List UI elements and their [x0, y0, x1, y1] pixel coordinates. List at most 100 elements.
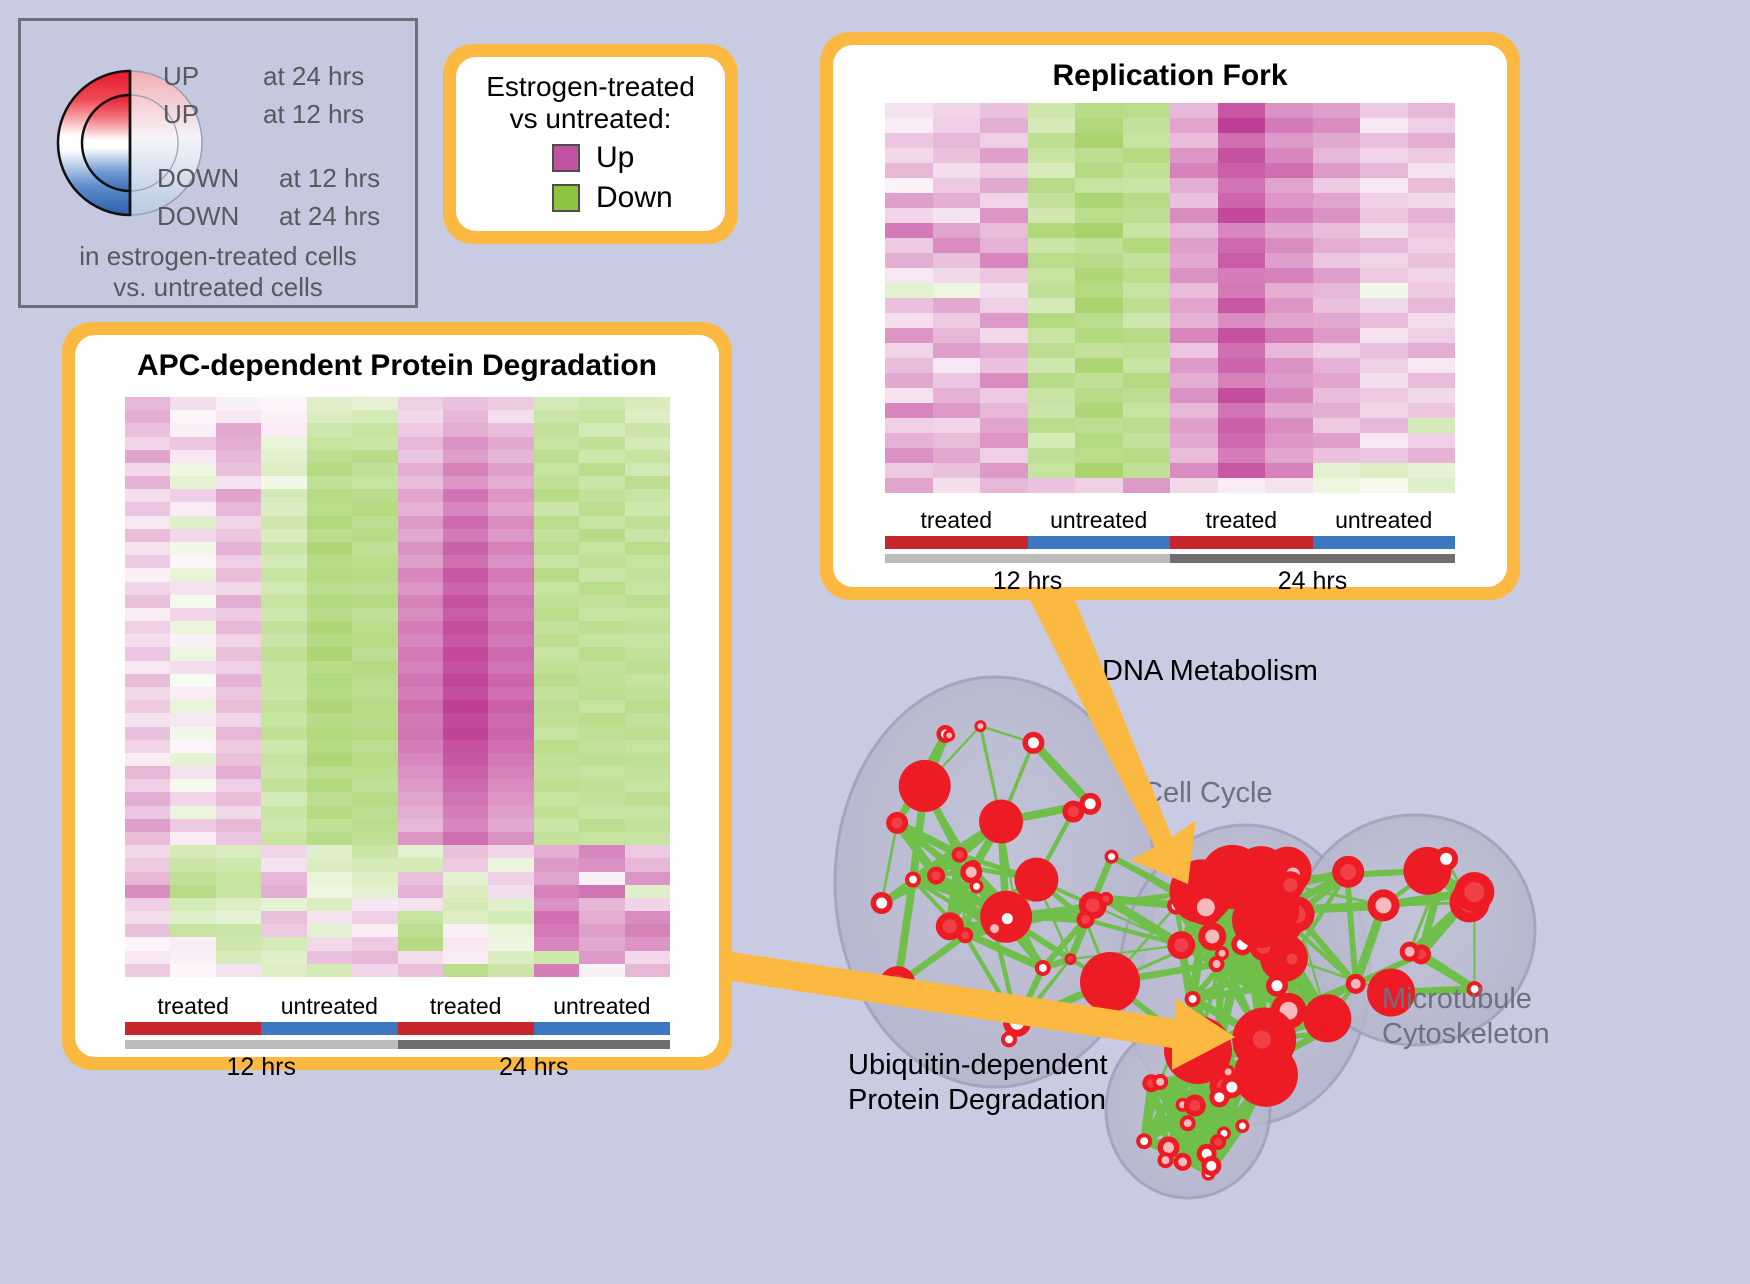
heatmap-cell	[1218, 313, 1266, 328]
heatmap-cell	[980, 178, 1028, 193]
network-node[interactable]	[1167, 931, 1195, 959]
network-node[interactable]	[943, 729, 955, 741]
network-node[interactable]	[1003, 1009, 1031, 1037]
heatmap-cell	[125, 621, 170, 634]
network-node[interactable]	[1105, 850, 1119, 864]
heatmap-cell	[1265, 313, 1313, 328]
heatmap-cell	[1360, 358, 1408, 373]
network-node[interactable]	[1266, 975, 1288, 997]
network-node[interactable]	[1434, 847, 1458, 871]
heatmap-cell	[1218, 373, 1266, 388]
heatmap-cell	[1218, 283, 1266, 298]
network-node[interactable]	[1184, 1095, 1206, 1117]
network-node[interactable]	[1180, 1115, 1196, 1131]
network-node[interactable]	[960, 861, 982, 883]
network-node[interactable]	[1198, 923, 1226, 951]
network-node[interactable]	[1201, 1156, 1221, 1176]
network-node[interactable]	[905, 872, 921, 888]
heatmap-cell	[488, 410, 533, 423]
cluster-label-dna-metabolism: DNA Metabolism	[1102, 655, 1318, 688]
network-node[interactable]	[1332, 856, 1364, 888]
network-node[interactable]	[974, 720, 986, 732]
heatmap-cell	[1028, 283, 1076, 298]
heatmap-cell	[933, 223, 981, 238]
heatmap-cell	[261, 647, 306, 660]
heatmap-cell	[1360, 463, 1408, 478]
heatmap-cell	[261, 792, 306, 805]
network-node[interactable]	[1221, 1076, 1243, 1098]
heatmap-cell	[534, 806, 579, 819]
network-node[interactable]	[1065, 953, 1077, 965]
heatmap-cell	[534, 713, 579, 726]
heatmap-cell	[398, 647, 443, 660]
heatmap-cell	[307, 753, 352, 766]
heatmap-cell	[579, 437, 624, 450]
network-node[interactable]	[1276, 871, 1304, 899]
heatmap-cell	[125, 779, 170, 792]
network-node[interactable]	[1022, 732, 1044, 754]
network-node[interactable]	[1232, 892, 1288, 948]
heatmap-cell	[398, 727, 443, 740]
replication-fork-heatmap	[885, 103, 1455, 493]
network-node[interactable]	[1152, 1074, 1168, 1090]
network-node[interactable]	[1235, 1119, 1249, 1133]
heatmap-cell	[170, 476, 215, 489]
network-node[interactable]	[1188, 889, 1224, 925]
network-node[interactable]	[957, 927, 973, 943]
heatmap-cell	[1123, 418, 1171, 433]
heatmap-cell	[488, 463, 533, 476]
network-node[interactable]	[886, 812, 908, 834]
network-node[interactable]	[871, 892, 893, 914]
network-node[interactable]	[1077, 911, 1095, 929]
treatment-label: untreated	[1313, 507, 1456, 534]
network-node[interactable]	[1079, 793, 1101, 815]
network-node[interactable]	[1400, 942, 1420, 962]
network-node[interactable]	[1454, 872, 1494, 912]
network-node[interactable]	[951, 847, 967, 863]
heatmap-cell	[579, 502, 624, 515]
network-node[interactable]	[1244, 1022, 1280, 1058]
heatmap-cell	[1170, 253, 1218, 268]
heatmap-cell	[443, 951, 488, 964]
network-node[interactable]	[1367, 889, 1399, 921]
heatmap-cell	[1218, 328, 1266, 343]
network-node[interactable]	[1346, 974, 1366, 994]
treatment-label: treated	[1170, 507, 1313, 534]
heatmap-cell	[1123, 328, 1171, 343]
heatmap-cell	[398, 634, 443, 647]
heatmap-cell	[579, 832, 624, 845]
heatmap-cell	[534, 727, 579, 740]
network-node[interactable]	[979, 800, 1023, 844]
heatmap-cell	[534, 542, 579, 555]
network-node[interactable]	[1185, 991, 1201, 1007]
network-node[interactable]	[899, 760, 951, 812]
network-node[interactable]	[1303, 994, 1351, 1042]
heatmap-cell	[1028, 268, 1076, 283]
network-node[interactable]	[1080, 952, 1140, 1012]
heatmap-cell	[1028, 238, 1076, 253]
network-node[interactable]	[1014, 858, 1058, 902]
heatmap-cell	[307, 437, 352, 450]
network-node[interactable]	[1164, 1016, 1232, 1084]
network-node[interactable]	[1158, 1152, 1174, 1168]
apc-degradation-heatmap	[125, 397, 670, 977]
heatmap-cell	[352, 502, 397, 515]
heatmap-cell	[534, 779, 579, 792]
network-node[interactable]	[986, 920, 1004, 938]
network-node[interactable]	[1174, 1153, 1192, 1171]
heatmap-cell	[170, 489, 215, 502]
heatmap-cell	[1170, 283, 1218, 298]
heatmap-cell	[1360, 373, 1408, 388]
network-node[interactable]	[1281, 948, 1303, 970]
heatmap-cell	[1075, 358, 1123, 373]
network-node[interactable]	[927, 867, 945, 885]
network-node[interactable]	[1099, 892, 1113, 906]
network-node[interactable]	[880, 966, 916, 1002]
network-node[interactable]	[1035, 960, 1051, 976]
heatmap-cell	[125, 661, 170, 674]
heatmap-cell	[488, 951, 533, 964]
heatmap-cell	[170, 740, 215, 753]
network-node[interactable]	[1136, 1133, 1152, 1149]
heatmap-cell	[443, 766, 488, 779]
